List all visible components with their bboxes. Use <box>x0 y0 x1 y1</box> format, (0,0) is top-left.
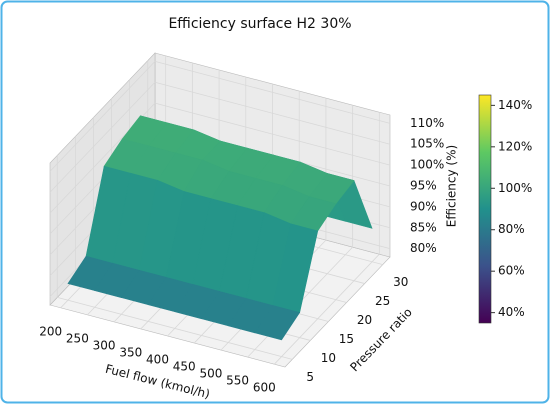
colorbar-tick-label: 120% <box>498 139 532 153</box>
z-tick-label: 80% <box>410 241 437 255</box>
colorbar-tick-label: 40% <box>498 305 525 319</box>
grid-line <box>49 61 156 172</box>
x-tick-label: 200 <box>39 324 62 338</box>
z-tick-label: 100% <box>410 158 444 172</box>
y-tick-label: 5 <box>306 370 314 384</box>
x-tick-label: 300 <box>93 338 116 352</box>
grid-line <box>49 81 156 193</box>
colorbar-tick-label: 100% <box>498 181 532 195</box>
x-tick-label: 250 <box>66 331 89 345</box>
colorbar-tick-label: 60% <box>498 264 525 278</box>
y-tick-label: 15 <box>339 332 354 346</box>
colorbar-tick-label: 80% <box>498 222 525 236</box>
x-tick-label: 350 <box>119 345 142 359</box>
z-tick-label: 90% <box>410 199 437 213</box>
surface-patch <box>254 305 301 341</box>
colorbar <box>478 94 492 324</box>
grid-line <box>154 81 391 145</box>
grid-line <box>154 102 391 166</box>
z-tick-label: 85% <box>410 220 437 234</box>
z-tick-label: 105% <box>410 137 444 151</box>
y-tick-label: 10 <box>321 351 336 365</box>
y-tick-label: 25 <box>375 294 390 308</box>
grid-line <box>154 60 391 124</box>
z-tick-label: 110% <box>410 116 444 130</box>
y-tick-label: 30 <box>393 275 408 289</box>
x-tick-label: 500 <box>199 367 222 381</box>
z-tick-label: 95% <box>410 179 437 193</box>
chart-title: Efficiency surface H2 30% <box>168 16 351 32</box>
grid-line <box>57 297 293 360</box>
x-tick-label: 450 <box>173 360 196 374</box>
colorbar-tick-label: 140% <box>498 98 532 112</box>
grid-line <box>274 253 380 365</box>
x-tick-label: 600 <box>253 381 276 395</box>
z-axis-label: Efficiency (%) <box>445 145 459 227</box>
x-tick-label: 550 <box>226 374 249 388</box>
y-tick-label: 20 <box>357 313 372 327</box>
x-tick-label: 400 <box>146 353 169 367</box>
